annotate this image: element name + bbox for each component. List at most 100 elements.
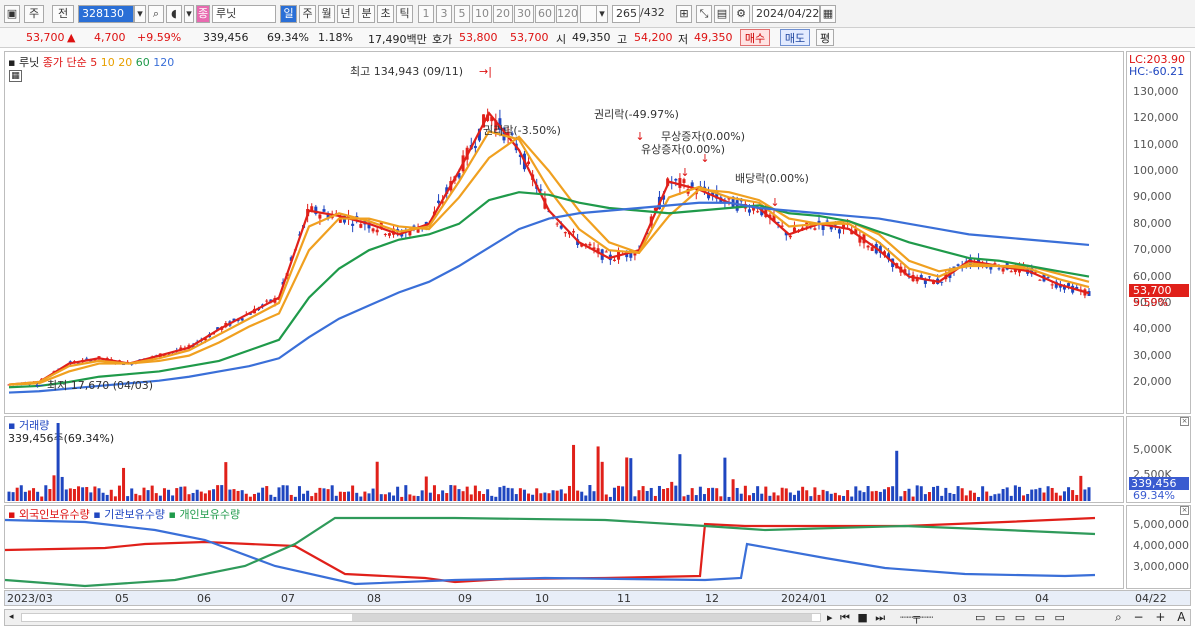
minute-30[interactable]: 30 xyxy=(514,5,534,23)
volume-bar xyxy=(330,485,334,501)
table-icon[interactable]: ▦ xyxy=(9,70,22,82)
volume-bar xyxy=(150,485,154,501)
holdings-chart[interactable] xyxy=(5,506,1123,588)
legend-ma10: 10 xyxy=(100,56,115,69)
volume-bar xyxy=(482,493,486,501)
volume-bar xyxy=(833,492,837,501)
scroll-thumb[interactable] xyxy=(352,614,812,621)
volume-bar xyxy=(837,495,841,501)
candle-body xyxy=(498,118,502,131)
candle-body xyxy=(747,209,751,213)
volume-bar xyxy=(449,485,453,501)
tools-icon[interactable]: ⤡ xyxy=(696,5,712,23)
volume-bar xyxy=(899,496,903,501)
period-minute[interactable]: 분 xyxy=(358,5,375,23)
bar-count-input[interactable]: 265 xyxy=(612,5,640,23)
volume-bar xyxy=(915,485,919,501)
scroll-left-icon[interactable]: ◂ xyxy=(9,612,14,622)
date-input[interactable]: 2024/04/22 xyxy=(752,5,820,23)
volume-bar xyxy=(866,486,870,501)
minute-3[interactable]: 3 xyxy=(436,5,452,23)
candle-body xyxy=(735,200,739,211)
volume-bar xyxy=(743,485,747,501)
volume-bar xyxy=(486,489,490,501)
group-icon[interactable]: 종 xyxy=(196,5,210,23)
volume-bar xyxy=(907,488,911,501)
buy-button[interactable]: 매수 xyxy=(740,29,770,46)
volume-bar xyxy=(813,487,817,501)
period-tick[interactable]: 틱 xyxy=(396,5,413,23)
volume-bar xyxy=(261,487,265,501)
minute-120[interactable]: 120 xyxy=(556,5,578,23)
zoom-slider[interactable]: ┈┈╤┈┈ xyxy=(900,611,934,624)
period-week[interactable]: 주 xyxy=(299,5,316,23)
candle-body xyxy=(412,225,416,227)
speaker-icon[interactable]: ◖ xyxy=(166,5,182,23)
annotation-arrow: ↓ xyxy=(700,152,709,165)
layout-icon[interactable]: ▣ xyxy=(4,5,20,23)
volume-bar xyxy=(621,486,625,501)
zoom-buttons[interactable]: ⌕ − + A xyxy=(1115,610,1190,624)
volume-bar xyxy=(874,490,878,501)
gear-icon[interactable]: ⚙ xyxy=(732,5,750,23)
sell-button[interactable]: 매도 xyxy=(780,29,810,46)
volume-bar xyxy=(437,494,441,501)
volume-bar xyxy=(653,495,657,501)
close-icon[interactable]: × xyxy=(1180,506,1189,515)
volume-bar xyxy=(972,492,976,501)
candle-body xyxy=(870,247,874,251)
eval-button[interactable]: 평 xyxy=(816,29,834,46)
ma-line-ma120 xyxy=(8,201,1090,394)
volume-bar xyxy=(175,488,179,501)
minute-5[interactable]: 5 xyxy=(454,5,470,23)
scroll-bar[interactable]: ◂ ▸ ⏮ ■ ⏭ ┈┈╤┈┈ ▭ ▭ ▭ ▭ ▭ ⌕ − + A xyxy=(4,609,1191,626)
volume-bar xyxy=(81,487,85,501)
chevron-down-icon[interactable]: ▾ xyxy=(134,5,146,23)
chart-legend: ▪ 루닛 종가 단순 5 10 20 60 120 xyxy=(8,54,174,70)
volume-bar xyxy=(285,485,289,501)
high-label: 고 xyxy=(617,33,628,46)
price-chart[interactable]: 최고 134,943 (09/11) →| 최저 17,670 (04/03)← 권리… xyxy=(5,52,1123,413)
volume-tag: 339,456 xyxy=(1129,477,1189,490)
mode-select-b[interactable]: 전 xyxy=(52,5,74,23)
period-day[interactable]: 일 xyxy=(280,5,297,23)
view-icons[interactable]: ▭ ▭ ▭ ▭ ▭ xyxy=(975,611,1068,624)
volume-bar xyxy=(224,462,228,501)
price-tick: 70,000 xyxy=(1133,243,1172,257)
volume-bar xyxy=(531,494,535,501)
save-icon[interactable]: ▤ xyxy=(714,5,730,23)
volume-bar xyxy=(473,485,477,501)
candle-body xyxy=(596,248,600,254)
period-month[interactable]: 월 xyxy=(318,5,335,23)
candle-body xyxy=(940,281,944,283)
calendar-icon[interactable]: ▦ xyxy=(820,5,836,23)
candle-body xyxy=(989,264,993,270)
volume-bar xyxy=(342,491,346,501)
legend-ma20: 20 xyxy=(118,56,133,69)
volume-bar xyxy=(711,487,715,501)
chevron-down-icon[interactable]: ▾ xyxy=(596,5,608,23)
volume-chart[interactable] xyxy=(5,417,1123,502)
candle-body xyxy=(629,250,633,258)
close-icon[interactable]: × xyxy=(1180,417,1189,426)
volume-tag-percent: 69.34% xyxy=(1133,489,1175,502)
chart-menu-icon[interactable]: ▪ xyxy=(8,56,16,69)
search-icon[interactable]: ⌕ xyxy=(148,5,164,23)
minute-1[interactable]: 1 xyxy=(418,5,434,23)
stock-name-field[interactable]: 루닛 xyxy=(212,5,276,23)
scroll-track[interactable] xyxy=(21,613,821,622)
minute-20[interactable]: 20 xyxy=(493,5,513,23)
volume-bar xyxy=(416,496,420,501)
chevron-down-icon[interactable]: ▾ xyxy=(184,5,194,23)
period-second[interactable]: 초 xyxy=(377,5,394,23)
playback-controls[interactable]: ▸ ⏮ ■ ⏭ xyxy=(827,611,888,624)
volume-bar xyxy=(162,488,166,501)
candle-body xyxy=(457,172,461,178)
grid-icon[interactable]: ⊞ xyxy=(676,5,692,23)
mode-select-a[interactable]: 주 xyxy=(24,5,44,23)
minute-60[interactable]: 60 xyxy=(535,5,555,23)
stock-code-input[interactable]: 328130 xyxy=(78,5,134,23)
period-year[interactable]: 년 xyxy=(337,5,354,23)
price-tick: 110,000 xyxy=(1133,137,1179,151)
minute-10[interactable]: 10 xyxy=(472,5,492,23)
